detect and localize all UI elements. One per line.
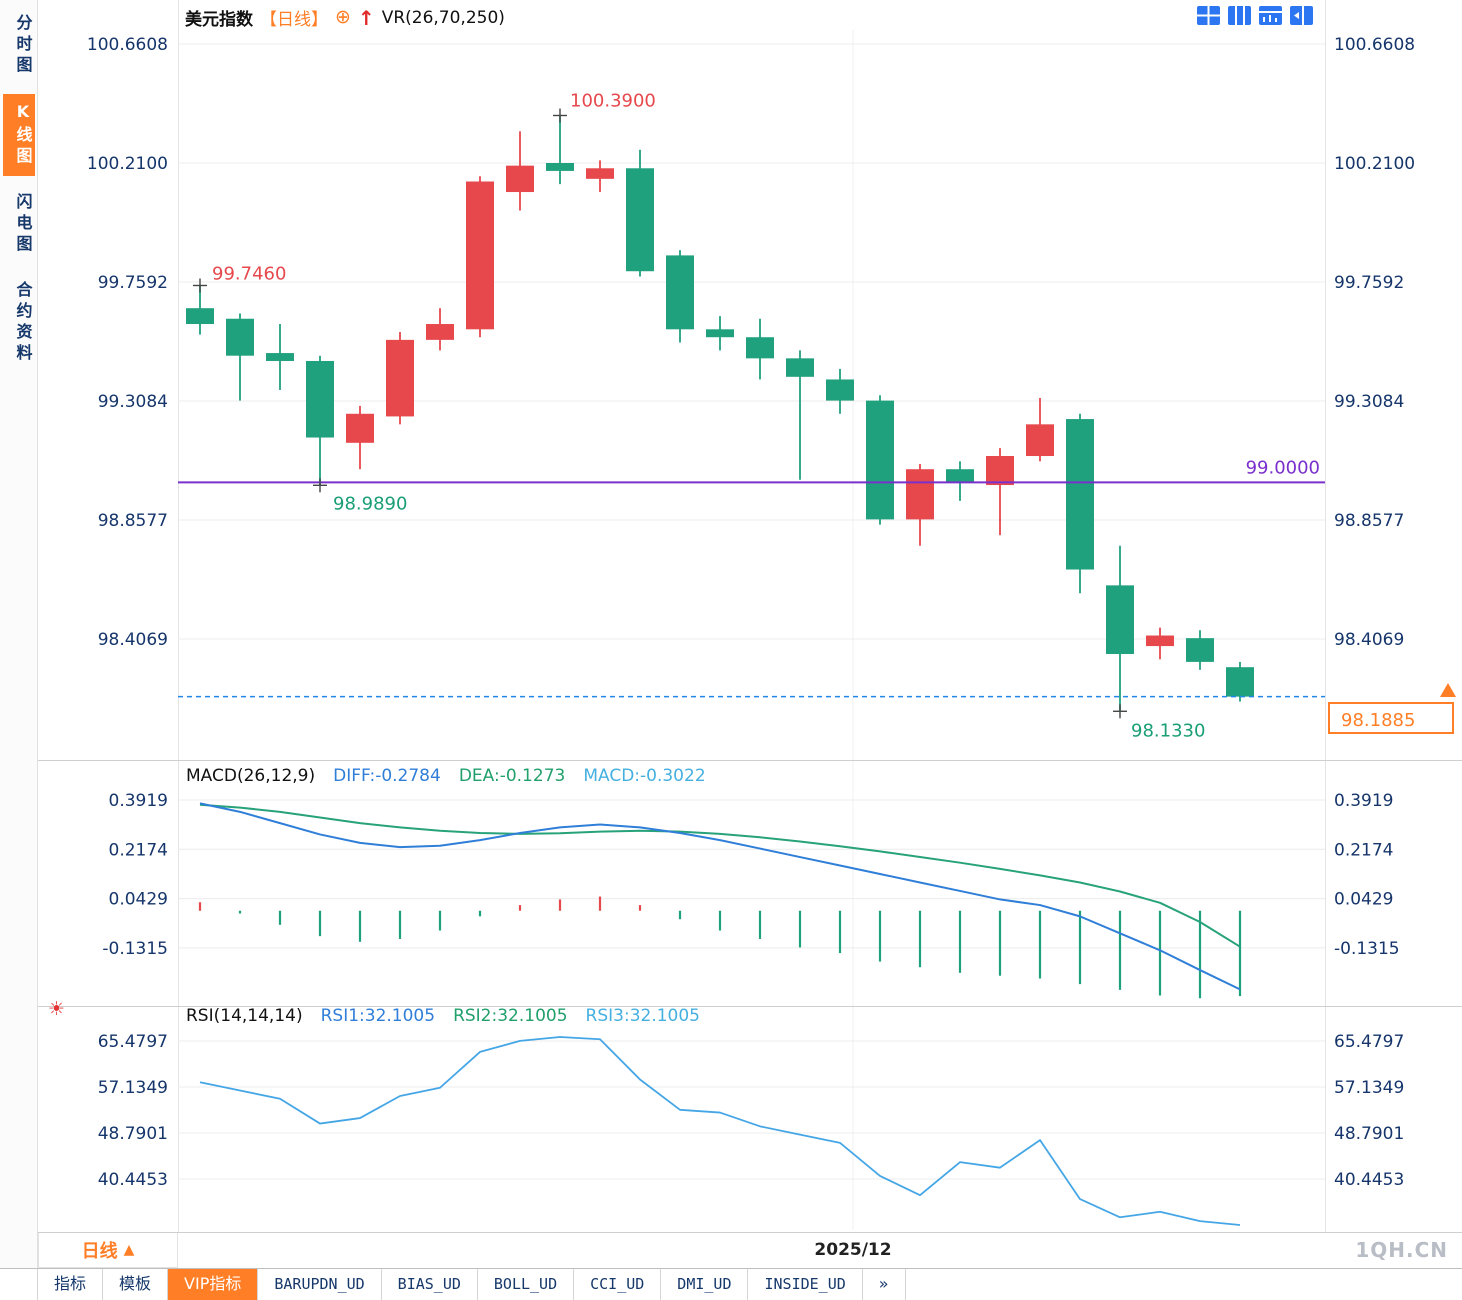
tab-inside-ud[interactable]: INSIDE_UD bbox=[748, 1269, 863, 1300]
tab-cci-ud[interactable]: CCI_UD bbox=[574, 1269, 662, 1300]
svg-text:-0.1315: -0.1315 bbox=[102, 939, 168, 959]
svg-text:99.0000: 99.0000 bbox=[1246, 457, 1320, 478]
macd-dea-value: DEA:-0.1273 bbox=[458, 766, 566, 786]
layout-quad-icon[interactable] bbox=[1196, 5, 1221, 26]
svg-text:98.8577: 98.8577 bbox=[98, 511, 168, 531]
layout-split-icon[interactable] bbox=[1289, 5, 1314, 26]
tab-boll-ud[interactable]: BOLL_UD bbox=[478, 1269, 575, 1300]
candlestick-series bbox=[186, 115, 1254, 712]
svg-text:0.0429: 0.0429 bbox=[109, 890, 168, 910]
svg-text:98.4069: 98.4069 bbox=[98, 630, 168, 650]
svg-text:57.1349: 57.1349 bbox=[98, 1078, 168, 1098]
svg-text:100.2100: 100.2100 bbox=[87, 154, 168, 174]
svg-text:57.1349: 57.1349 bbox=[1334, 1078, 1404, 1098]
rsi-header: RSI(14,14,14) RSI1:32.1005 RSI2:32.1005 … bbox=[186, 1006, 700, 1026]
chart-area: 100.6608 100.6608 100.2100 100.2100 99.7592 9… bbox=[38, 0, 1462, 1232]
tab-bar-spacer bbox=[0, 1269, 38, 1300]
indicator-tab-bar: 指标 模板 VIP指标 BARUPDN_UD BIAS_UD BOLL_UD C… bbox=[0, 1268, 1462, 1300]
tab-dmi-ud[interactable]: DMI_UD bbox=[661, 1269, 749, 1300]
svg-text:98.9890: 98.9890 bbox=[333, 493, 407, 514]
svg-text:98.1330: 98.1330 bbox=[1131, 720, 1205, 741]
svg-text:99.3084: 99.3084 bbox=[98, 392, 168, 412]
svg-text:99.7460: 99.7460 bbox=[212, 263, 286, 284]
svg-text:99.7592: 99.7592 bbox=[1334, 273, 1404, 293]
layout-toolbar bbox=[1196, 5, 1314, 26]
sidebar-item-kline-chart[interactable]: K线图 bbox=[2, 94, 35, 176]
sidebar-item-time-chart[interactable]: 分时图 bbox=[13, 14, 33, 77]
tab-more[interactable]: » bbox=[863, 1269, 906, 1300]
svg-text:40.4453: 40.4453 bbox=[98, 1170, 168, 1190]
watermark: 1QH.CN bbox=[1355, 1238, 1448, 1262]
rsi2-value: RSI2:32.1005 bbox=[453, 1006, 568, 1026]
sidebar-item-contract-info[interactable]: 合约资料 bbox=[13, 281, 33, 365]
svg-text:-0.1315: -0.1315 bbox=[1334, 939, 1400, 959]
chart-header: 美元指数 【日线】 ⊕ ↑ VR(26,70,250) bbox=[185, 5, 505, 31]
tab-vip-indicators[interactable]: VIP指标 bbox=[168, 1269, 259, 1300]
tab-templates[interactable]: 模板 bbox=[103, 1269, 169, 1300]
svg-text:98.8577: 98.8577 bbox=[1334, 511, 1404, 531]
sun-icon[interactable]: ☀ bbox=[48, 998, 66, 1020]
rsi1-value: RSI1:32.1005 bbox=[320, 1006, 436, 1026]
grid-and-axes: 100.6608 100.6608 100.2100 100.2100 99.7592 9… bbox=[38, 0, 1462, 1232]
macd-macd-value: MACD:-0.3022 bbox=[583, 766, 706, 786]
layout-columns-icon[interactable] bbox=[1227, 5, 1252, 26]
macd-diff-value: DIFF:-0.2784 bbox=[333, 766, 441, 786]
tab-indicators[interactable]: 指标 bbox=[38, 1269, 104, 1300]
svg-text:48.7901: 48.7901 bbox=[98, 1124, 168, 1144]
x-axis-date-label: 2025/12 bbox=[814, 1240, 892, 1260]
up-arrow-icon: ↑ bbox=[357, 5, 375, 30]
svg-text:100.6608: 100.6608 bbox=[1334, 35, 1415, 55]
period-label: 日线 bbox=[81, 1241, 118, 1262]
svg-text:99.3084: 99.3084 bbox=[1334, 392, 1404, 412]
svg-text:65.4797: 65.4797 bbox=[98, 1032, 168, 1052]
svg-text:0.2174: 0.2174 bbox=[1334, 840, 1393, 860]
reference-lines: 99.0000 bbox=[178, 457, 1325, 698]
tab-barupdn-ud[interactable]: BARUPDN_UD bbox=[258, 1269, 382, 1300]
bottom-bar: 日线 ▲ 2025/12 1QH.CN bbox=[38, 1232, 1462, 1268]
macd-header: MACD(26,12,9) DIFF:-0.2784 DEA:-0.1273 M… bbox=[186, 766, 706, 786]
svg-text:65.4797: 65.4797 bbox=[1334, 1032, 1404, 1052]
svg-text:48.7901: 48.7901 bbox=[1334, 1124, 1404, 1144]
layout-chart-icon[interactable] bbox=[1258, 5, 1283, 26]
svg-text:40.4453: 40.4453 bbox=[1334, 1170, 1404, 1190]
tab-bias-ud[interactable]: BIAS_UD bbox=[382, 1269, 478, 1300]
period-tag: 【日线】 bbox=[260, 10, 328, 30]
svg-text:0.2174: 0.2174 bbox=[109, 840, 168, 860]
macd-name: MACD(26,12,9) bbox=[186, 766, 316, 786]
svg-text:100.3900: 100.3900 bbox=[570, 90, 656, 111]
svg-text:98.4069: 98.4069 bbox=[1334, 630, 1404, 650]
indicator-label: VR(26,70,250) bbox=[381, 7, 505, 28]
svg-text:0.0429: 0.0429 bbox=[1334, 890, 1393, 910]
svg-text:99.7592: 99.7592 bbox=[98, 273, 168, 293]
period-selector-button[interactable]: 日线 ▲ bbox=[38, 1233, 178, 1268]
svg-text:0.3919: 0.3919 bbox=[109, 791, 168, 811]
macd-panel bbox=[198, 802, 1242, 999]
add-indicator-icon[interactable]: ⊕ bbox=[335, 6, 351, 28]
svg-text:98.1885: 98.1885 bbox=[1341, 710, 1415, 731]
last-price-box: 98.1885 bbox=[1328, 683, 1456, 734]
chevron-up-icon: ▲ bbox=[123, 1242, 135, 1258]
rsi-name: RSI(14,14,14) bbox=[186, 1006, 303, 1026]
left-sidebar: 分时图 K线图 闪电图 合约资料 bbox=[0, 0, 38, 1268]
rsi3-value: RSI3:32.1005 bbox=[585, 1006, 700, 1026]
svg-text:100.6608: 100.6608 bbox=[87, 35, 168, 55]
symbol-title: 美元指数 bbox=[185, 10, 253, 30]
svg-text:100.2100: 100.2100 bbox=[1334, 154, 1415, 174]
rsi-panel bbox=[199, 1036, 1241, 1226]
sidebar-item-flash-chart[interactable]: 闪电图 bbox=[13, 193, 33, 256]
svg-text:0.3919: 0.3919 bbox=[1334, 791, 1393, 811]
chart-canvas[interactable]: 100.6608 100.6608 100.2100 100.2100 99.7592 9… bbox=[38, 0, 1462, 1232]
price-annotations: 99.7460 100.3900 98.9890 98.1330 bbox=[193, 90, 1205, 741]
